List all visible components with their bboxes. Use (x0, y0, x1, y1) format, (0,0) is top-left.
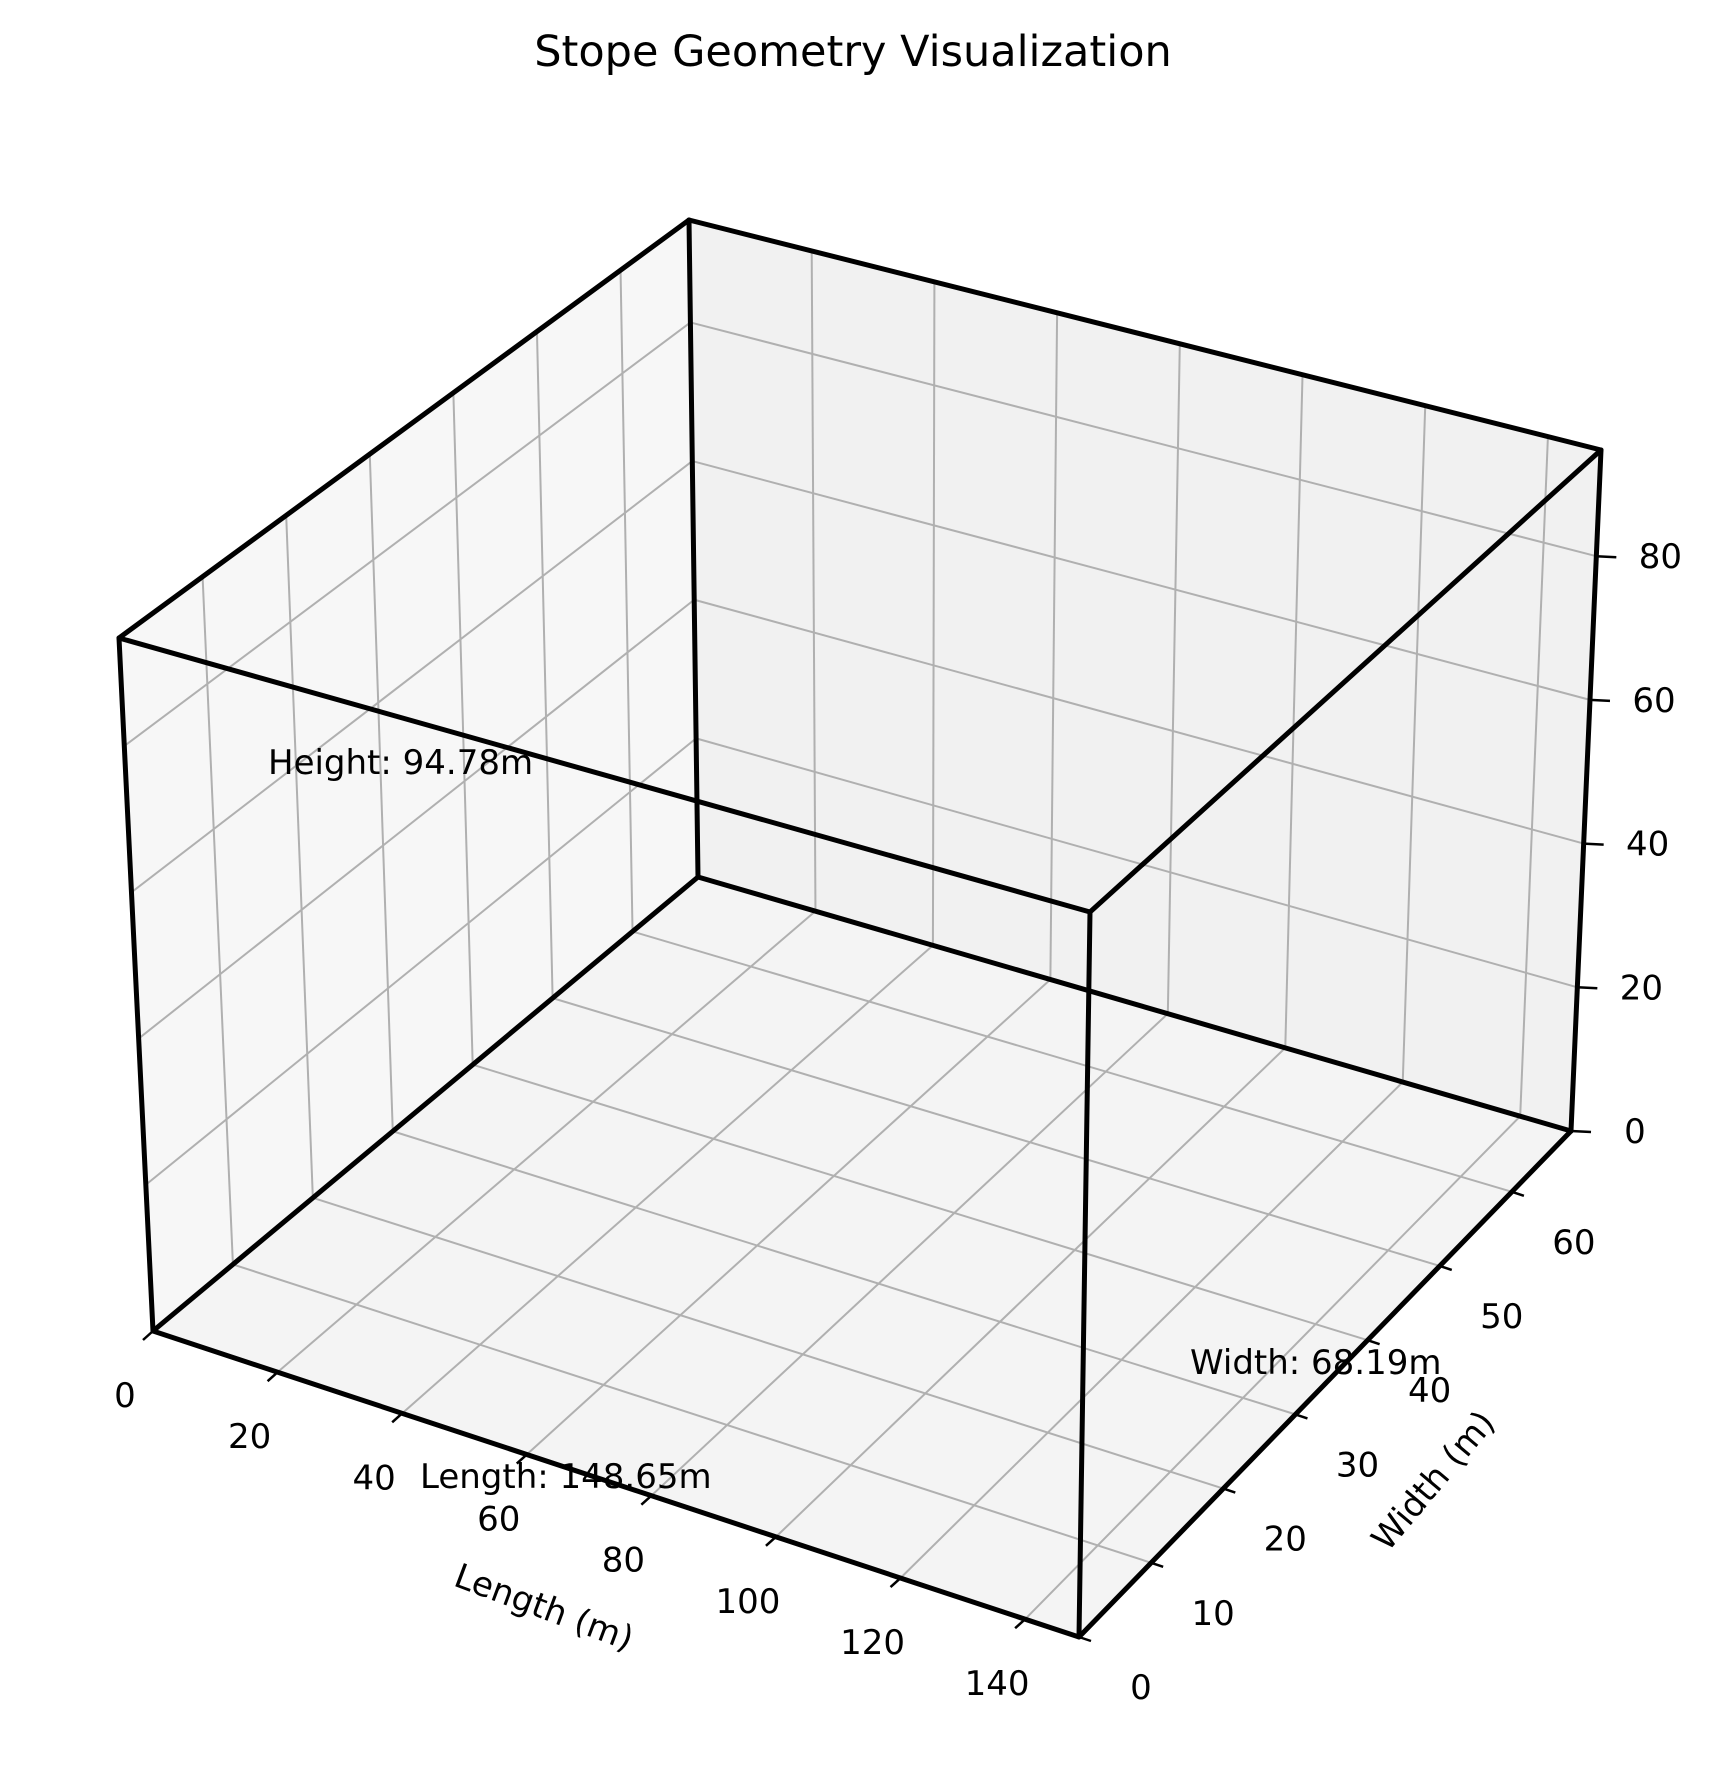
stope-edge (150, 874, 701, 1334)
grid-line-x-floor (401, 944, 934, 1415)
annotation-length: Length: 148.65m (420, 1457, 712, 1497)
axis-ticks: 0 20 40 60 80 100 120 140 0 10 20 30 40 50 60 0 20 40 60 80 (114, 537, 1682, 1708)
stope-edge (116, 217, 692, 641)
y-tick-label: 30 (1336, 1445, 1379, 1485)
grid-line-x-floor (650, 1012, 1169, 1497)
grid-line-x-floor (899, 1081, 1404, 1579)
grid-line-x-back (1519, 436, 1549, 1117)
z-tick-mark (1570, 1129, 1592, 1134)
x-tick-label: 100 (715, 1582, 780, 1622)
x-tick-label: 140 (965, 1664, 1030, 1704)
z-tick-mark (1583, 842, 1604, 846)
stope-edge (1087, 447, 1604, 915)
grid-line-x-back (1401, 405, 1427, 1083)
x-tick-label: 0 (114, 1376, 136, 1416)
stope-edge (116, 635, 156, 1334)
axis-panes (119, 220, 1601, 1637)
z-tick-mark (1577, 986, 1598, 990)
y-tick-label: 0 (1130, 1668, 1152, 1708)
annotation-width: Width: 68.19m (1190, 1343, 1442, 1383)
grid-line-z-left (130, 460, 693, 894)
grid-line-z-back (690, 321, 1597, 558)
grid-line-y-left (619, 270, 634, 932)
grid-line-y-floor (472, 1063, 1368, 1342)
stope-edge (1076, 1128, 1574, 1640)
z-tick-label: 20 (1620, 968, 1663, 1008)
grid-line-z-left (123, 321, 692, 747)
grid-line-x-back (1284, 374, 1304, 1048)
grid-line-y-left (201, 576, 234, 1265)
grid-line-y-left (285, 515, 314, 1198)
dimension-annotations: Height: 94.78m Length: 148.65m Width: 68… (268, 743, 1442, 1497)
grid-line-y-left (452, 392, 474, 1065)
stope-edge (1568, 447, 1604, 1134)
grid-line-x-floor (775, 1047, 1286, 1538)
grid-line-y-floor (392, 1130, 1296, 1416)
grid-line-x-back (1049, 312, 1059, 980)
y-tick-label: 60 (1552, 1223, 1595, 1263)
z-tick-label: 60 (1632, 681, 1675, 721)
grid-line-y-left (535, 331, 554, 999)
stope-box (116, 217, 1604, 1640)
x-tick-label: 120 (840, 1623, 905, 1663)
z-tick-mark (1596, 554, 1617, 559)
grid-line-x-floor (526, 978, 1052, 1456)
grid-line-x-back (810, 250, 817, 912)
grid-line-x-back (931, 281, 936, 946)
grid-line-y-floor (552, 997, 1441, 1267)
stope-edge (150, 1328, 1082, 1640)
y-tick-label: 20 (1264, 1520, 1307, 1560)
y-axis-label: Width (m) (1364, 1403, 1503, 1558)
grid-line-z-back (695, 737, 1578, 989)
grid-line-x-back (1166, 343, 1181, 1014)
x-tick-label: 40 (353, 1458, 396, 1498)
grid-line-z-back (692, 460, 1591, 701)
grid-line-y-floor (312, 1196, 1224, 1490)
chart-title: Stope Geometry Visualization (534, 27, 1172, 77)
grid-line-y-floor (632, 930, 1513, 1193)
back-pane (689, 220, 1601, 1131)
stope-edge (695, 874, 1574, 1134)
y-tick-label: 10 (1192, 1594, 1235, 1634)
annotation-height: Height: 94.78m (268, 743, 533, 783)
grid-line-y-floor (232, 1263, 1152, 1564)
z-tick-label: 80 (1639, 537, 1682, 577)
x-tick-label: 80 (602, 1541, 645, 1581)
grid-line-x-floor (1024, 1115, 1521, 1620)
grid-line-z-left (145, 737, 697, 1186)
stope-edge (1076, 909, 1093, 1640)
x-tick-label: 60 (477, 1500, 520, 1540)
grid-line-z-left (138, 598, 695, 1040)
y-tick-label: 40 (1408, 1371, 1451, 1411)
left-pane (119, 220, 698, 1331)
x-tick-label: 20 (228, 1417, 271, 1457)
grid-line-y-left (368, 454, 394, 1132)
z-tick-label: 0 (1624, 1112, 1646, 1152)
grid-line-z-back (693, 598, 1584, 845)
stope-edge (116, 635, 1093, 915)
grid-line-x-floor (276, 910, 817, 1373)
stope-edge (686, 217, 1604, 453)
stope-edge (686, 217, 701, 880)
z-tick-label: 40 (1626, 825, 1669, 865)
z-tick-mark (1589, 698, 1611, 703)
y-tick-label: 50 (1480, 1297, 1523, 1337)
